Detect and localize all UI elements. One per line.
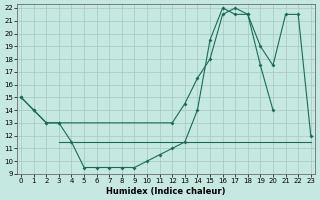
X-axis label: Humidex (Indice chaleur): Humidex (Indice chaleur): [106, 187, 226, 196]
